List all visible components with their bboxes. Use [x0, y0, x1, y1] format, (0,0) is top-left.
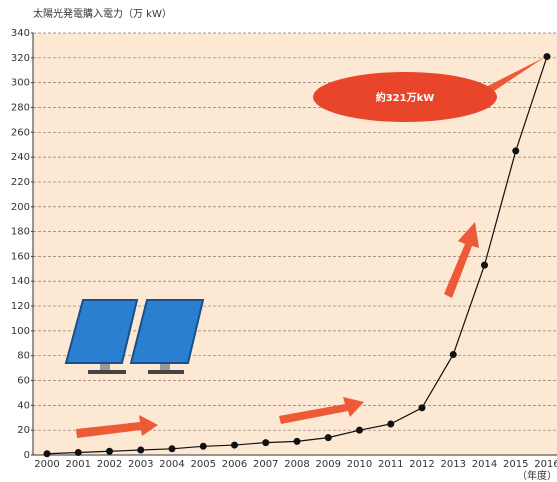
x-tick-label: 2003	[128, 459, 153, 470]
x-axis-label: （年度）	[517, 469, 557, 482]
y-tick-label: 20	[17, 425, 30, 436]
point	[137, 447, 144, 454]
y-tick-label: 160	[11, 251, 30, 262]
y-tick-label: 60	[17, 376, 30, 387]
x-tick-label: 2016	[534, 459, 557, 470]
x-tick-label: 2014	[472, 459, 497, 470]
point	[481, 262, 488, 269]
x-tick-label: 2004	[159, 459, 184, 470]
annotation: 約321万kW	[376, 91, 435, 104]
chart: 太陽光発電購入電力（万 kW） 約321万kW （年度） 0 20 40 60 80 10…	[0, 0, 557, 482]
point	[231, 442, 238, 449]
x-tick-label: 2010	[347, 459, 372, 470]
point	[106, 448, 113, 455]
y-tick-label: 140	[11, 276, 30, 287]
point	[75, 449, 82, 456]
point	[325, 434, 332, 441]
point	[262, 439, 269, 446]
y-tick-label: 120	[11, 301, 30, 312]
y-tick-label: 100	[11, 326, 30, 337]
x-tick-label: 2009	[316, 459, 341, 470]
y-tick-label: 240	[11, 152, 30, 163]
y-tick-label: 280	[11, 102, 30, 113]
y-tick-label: 320	[11, 53, 30, 64]
point	[450, 351, 457, 358]
y-tick-label: 200	[11, 202, 30, 213]
point	[44, 450, 51, 457]
point	[169, 445, 176, 452]
y-tick-label: 300	[11, 78, 30, 89]
y-tick-label: 180	[11, 227, 30, 238]
chart-title: 太陽光発電購入電力（万 kW）	[33, 7, 172, 20]
x-tick-label: 2007	[253, 459, 278, 470]
x-tick-label: 2008	[284, 459, 309, 470]
point	[387, 420, 394, 427]
point	[200, 443, 207, 450]
y-tick-label: 0	[24, 450, 30, 461]
point	[419, 404, 426, 411]
x-tick-label: 2000	[34, 459, 59, 470]
x-tick-label: 2006	[222, 459, 247, 470]
x-tick-label: 2005	[191, 459, 216, 470]
y-tick-label: 340	[11, 28, 30, 39]
x-tick-label: 2012	[409, 459, 434, 470]
x-tick-label: 2002	[97, 459, 122, 470]
point	[512, 147, 519, 154]
y-tick-label: 80	[17, 351, 30, 362]
point	[544, 53, 551, 60]
point	[294, 438, 301, 445]
x-tick-label: 2013	[441, 459, 466, 470]
x-tick-label: 2001	[66, 459, 91, 470]
y-tick-label: 260	[11, 127, 30, 138]
x-tick-label: 2011	[378, 459, 403, 470]
x-tick-label: 2015	[503, 459, 528, 470]
y-tick-label: 40	[17, 400, 30, 411]
point	[356, 427, 363, 434]
y-tick-label: 220	[11, 177, 30, 188]
